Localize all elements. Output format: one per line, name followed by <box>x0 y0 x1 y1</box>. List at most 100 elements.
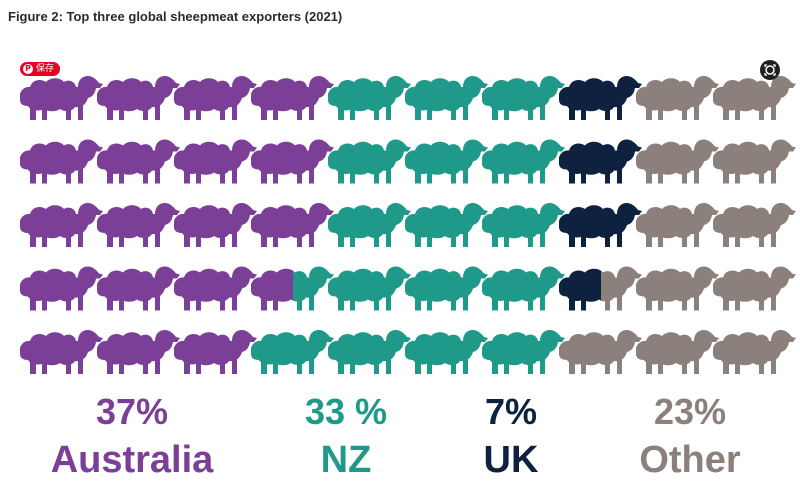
sheep-icon <box>97 76 180 120</box>
sheep-fill-australia <box>20 76 103 120</box>
other-percentage: 23% <box>653 391 727 432</box>
sheep-icon <box>636 266 719 311</box>
sheep-fill-australia <box>251 203 334 247</box>
sheep-icon <box>97 203 180 247</box>
sheep-fill-australia <box>20 330 103 374</box>
sheep-fill-uk <box>559 203 642 247</box>
sheep-icon <box>559 76 642 120</box>
sheep-icon <box>636 76 719 120</box>
pinterest-icon: P <box>23 64 33 74</box>
nz-percentage: 33 % <box>304 391 388 432</box>
sheep-fill-nz <box>405 330 488 374</box>
sheep-icon <box>97 266 180 311</box>
sheep-icon <box>20 76 103 120</box>
sheep-icon <box>713 266 796 311</box>
australia-label: Australia <box>50 439 214 481</box>
sheep-icon <box>482 203 565 247</box>
sheep-icon <box>251 330 334 374</box>
legend-uk: 7% UK <box>411 391 611 481</box>
sheep-fill-nz <box>405 76 488 120</box>
sheep-fill-australia <box>97 76 180 120</box>
sheep-fill-nz <box>482 330 565 374</box>
australia-percentage: 37% <box>95 391 169 432</box>
sheep-fill-nz <box>251 330 334 374</box>
sheep-fill-other <box>713 76 796 120</box>
legend-other: 23% Other <box>590 391 790 481</box>
sheep-icon <box>20 330 103 374</box>
sheep-fill-nz <box>328 330 411 374</box>
sheep-fill-australia <box>20 266 103 311</box>
sheep-icon <box>636 330 719 374</box>
sheep-icon <box>405 203 488 247</box>
sheep-icon <box>251 139 334 184</box>
sheep-fill-nz <box>328 203 411 247</box>
sheep-icon <box>482 266 565 311</box>
sheep-fill-australia <box>174 266 257 311</box>
sheep-fill-australia <box>251 139 334 184</box>
sheep-fill-nz <box>482 76 565 120</box>
sheep-icon <box>559 203 642 247</box>
sheep-fill-australia <box>174 139 257 184</box>
legend-australia: 37% Australia <box>32 391 232 481</box>
sheep-pictograph <box>20 76 796 374</box>
sheep-fill-nz <box>405 203 488 247</box>
sheep-icon <box>328 139 411 184</box>
sheep-fill-nz <box>328 76 411 120</box>
sheep-icon <box>20 203 103 247</box>
sheep-fill-other <box>636 139 719 184</box>
uk-percentage: 7% <box>484 391 538 432</box>
sheep-icon <box>713 76 796 120</box>
sheep-icon <box>559 266 642 311</box>
sheep-icon <box>482 139 565 184</box>
sheep-fill-uk <box>559 76 642 120</box>
sheep-fill-nz <box>482 266 565 311</box>
sheep-icon <box>328 203 411 247</box>
sheep-fill-nz <box>328 139 411 184</box>
sheep-fill-uk <box>559 266 602 311</box>
sheep-icon <box>174 76 257 120</box>
sheep-icon <box>559 139 642 184</box>
sheep-fill-australia <box>97 330 180 374</box>
sheep-fill-australia <box>97 203 180 247</box>
sheep-icon <box>482 330 565 374</box>
sheep-fill-other <box>559 330 642 374</box>
sheep-icon <box>97 330 180 374</box>
legend-nz: 33 % NZ <box>246 391 446 481</box>
sheep-icon <box>251 203 334 247</box>
sheep-icon <box>328 266 411 311</box>
sheep-icon <box>713 330 796 374</box>
sheep-icon <box>328 76 411 120</box>
save-label: 保存 <box>36 64 55 74</box>
sheep-fill-uk <box>559 139 642 184</box>
sheep-fill-australia <box>174 203 257 247</box>
sheep-icon <box>405 266 488 311</box>
sheep-icon <box>482 76 565 120</box>
sheep-fill-other <box>713 139 796 184</box>
visual-search-button[interactable] <box>760 60 780 80</box>
sheep-fill-other <box>636 266 719 311</box>
sheep-fill-other <box>636 76 719 120</box>
sheep-icon <box>20 266 103 311</box>
sheep-icon <box>405 330 488 374</box>
sheep-icon <box>328 330 411 374</box>
sheep-icon <box>251 76 334 120</box>
sheep-icon <box>713 203 796 247</box>
chart-title: Figure 2: Top three global sheepmeat exp… <box>8 9 343 24</box>
sheep-fill-australia <box>174 76 257 120</box>
sheep-fill-other <box>636 203 719 247</box>
sheep-icon <box>20 139 103 184</box>
sheep-icon <box>251 266 334 311</box>
sheep-fill-australia <box>20 203 103 247</box>
sheep-fill-nz <box>482 139 565 184</box>
sheep-fill-australia <box>174 330 257 374</box>
sheep-fill-other <box>636 330 719 374</box>
sheep-icon <box>174 266 257 311</box>
sheep-fill-australia <box>20 139 103 184</box>
sheep-fill-nz <box>405 266 488 311</box>
sheep-fill-australia <box>251 266 294 311</box>
sheep-fill-australia <box>251 76 334 120</box>
sheep-icon <box>636 139 719 184</box>
save-button[interactable]: P 保存 <box>20 62 61 76</box>
sheep-icon <box>174 330 257 374</box>
sheep-fill-other <box>713 266 796 311</box>
